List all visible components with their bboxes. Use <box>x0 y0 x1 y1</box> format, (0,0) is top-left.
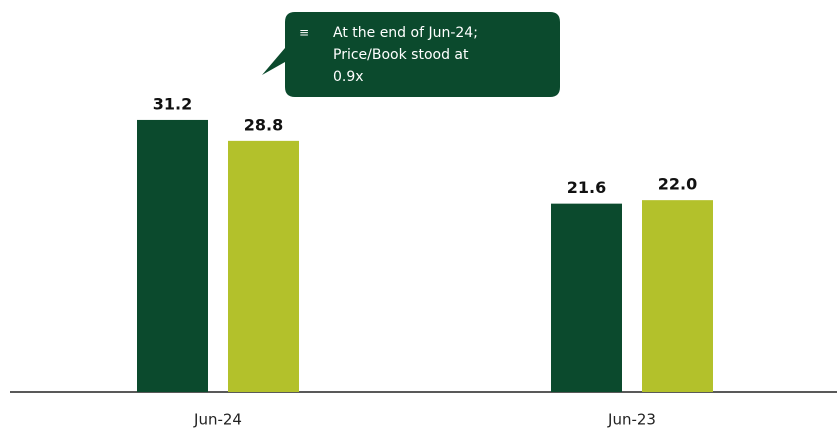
callout <box>262 12 560 97</box>
data-label: 21.6 <box>567 178 606 197</box>
data-label: 31.2 <box>153 94 192 113</box>
annotation-line: At the end of Jun-24; <box>333 25 478 41</box>
data-label: 28.8 <box>244 115 283 134</box>
bar <box>228 140 299 392</box>
bar <box>642 200 713 392</box>
annotation-line: Price/Book stood at <box>333 47 469 63</box>
data-label: 22.0 <box>658 175 697 194</box>
callout-icon: ≡ <box>299 26 309 40</box>
annotation-line: 0.9x <box>333 69 364 85</box>
bar <box>551 203 622 392</box>
x-tick-label: Jun-24 <box>193 411 242 429</box>
bar <box>137 119 208 392</box>
x-tick-label: Jun-23 <box>607 411 656 429</box>
